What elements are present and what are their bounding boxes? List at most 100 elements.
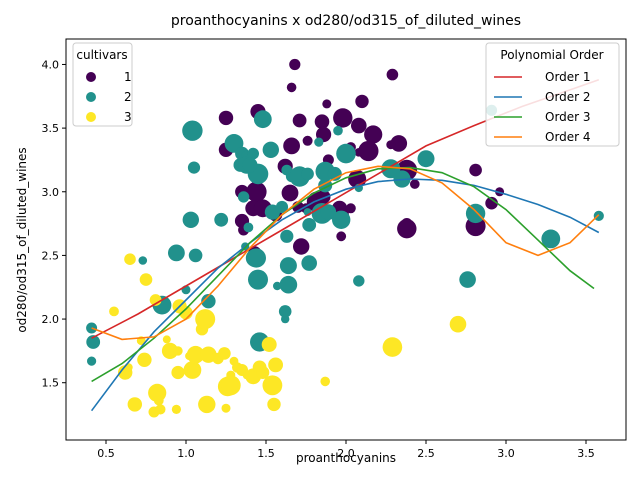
- point-cultivar-2: [280, 229, 294, 243]
- point-cultivar-3: [198, 395, 216, 414]
- point-cultivar-1: [289, 58, 301, 71]
- point-cultivar-2: [333, 125, 343, 136]
- point-cultivar-3: [171, 365, 185, 380]
- x-tick-label: 2.5: [417, 447, 435, 460]
- point-cultivar-2: [279, 257, 297, 275]
- point-cultivar-1: [281, 184, 299, 202]
- point-cultivar-3: [155, 404, 166, 415]
- point-cultivar-3: [449, 315, 467, 333]
- point-cultivar-1: [314, 114, 330, 129]
- polynomial-order-legend-title: Polynomial Order: [500, 48, 603, 62]
- point-cultivar-2: [253, 110, 272, 129]
- point-cultivar-2: [302, 218, 317, 232]
- point-cultivar-3: [382, 337, 403, 357]
- point-cultivar-2: [336, 143, 356, 164]
- point-cultivar-3: [171, 404, 181, 414]
- point-cultivar-2: [301, 255, 318, 271]
- y-tick-label: 2.0: [42, 313, 60, 326]
- point-cultivar-2: [86, 335, 101, 349]
- point-cultivar-1: [351, 117, 367, 134]
- point-cultivar-2: [459, 271, 476, 288]
- polynomial-order-legend-entries: Order 1 Order 2 Order 3 Order 4: [494, 70, 591, 144]
- point-cultivar-1: [358, 140, 379, 162]
- point-cultivar-3: [256, 366, 270, 379]
- point-cultivar-2: [242, 157, 258, 173]
- point-cultivar-1: [302, 135, 313, 146]
- point-cultivar-2: [182, 120, 203, 141]
- cultivars-legend: cultivars 1 2 3: [72, 42, 133, 127]
- point-cultivar-3: [261, 337, 277, 352]
- x-tick-label: 3.5: [577, 447, 595, 460]
- point-cultivar-1: [218, 110, 234, 126]
- cultivars-legend-title: cultivars: [76, 48, 127, 62]
- point-cultivar-3: [162, 335, 171, 344]
- point-cultivar-3: [173, 346, 183, 356]
- point-cultivar-2: [320, 204, 337, 220]
- y-tick-label: 3.0: [42, 186, 60, 199]
- polynomial-order-legend-label: Order 2: [545, 90, 591, 104]
- y-tick-label: 4.0: [42, 58, 60, 71]
- point-cultivar-3: [186, 345, 205, 364]
- point-cultivar-3: [218, 347, 231, 360]
- chart-title: proanthocyanins x od280/od315_of_diluted…: [171, 13, 521, 29]
- point-cultivar-1: [469, 163, 482, 177]
- y-axis-label: od280/od315_of_diluted_wines: [15, 147, 29, 332]
- point-cultivar-3: [220, 375, 241, 396]
- point-cultivar-3: [149, 294, 162, 306]
- cultivars-legend-marker: [86, 112, 96, 122]
- point-cultivar-2: [248, 269, 268, 290]
- point-cultivar-2: [279, 275, 298, 294]
- point-cultivar-2: [214, 212, 229, 227]
- polynomial-order-legend-box: [485, 42, 620, 147]
- point-cultivar-3: [262, 375, 283, 396]
- point-cultivar-1: [292, 113, 307, 128]
- polynomial-order-legend-label: Order 3: [545, 110, 591, 124]
- fit-line-order-2: [90, 178, 600, 412]
- point-cultivar-1: [246, 181, 267, 202]
- point-cultivar-3: [109, 306, 119, 317]
- polynomial-order-legend-label: Order 1: [545, 70, 591, 84]
- point-cultivar-1: [386, 140, 396, 150]
- point-cultivar-2: [138, 256, 148, 265]
- point-cultivar-1: [316, 190, 331, 204]
- y-tick-label: 3.5: [42, 122, 60, 135]
- point-cultivar-3: [267, 397, 281, 412]
- point-cultivar-1: [286, 82, 297, 93]
- cultivars-legend-box: [72, 42, 133, 127]
- point-cultivar-2: [301, 167, 314, 181]
- point-cultivar-3: [153, 395, 164, 406]
- point-cultivar-2: [188, 248, 203, 263]
- point-cultivar-3: [268, 357, 283, 373]
- point-cultivar-1: [336, 231, 347, 242]
- point-cultivar-3: [127, 397, 142, 412]
- point-cultivar-3: [137, 352, 152, 367]
- y-tick-label: 2.5: [42, 249, 60, 262]
- point-cultivar-2: [417, 150, 435, 168]
- point-cultivar-1: [364, 125, 383, 144]
- point-cultivar-2: [168, 244, 185, 262]
- point-cultivar-1: [485, 196, 498, 210]
- point-cultivar-2: [278, 305, 292, 318]
- y-tick-label: 1.5: [42, 377, 60, 390]
- point-cultivar-3: [139, 273, 153, 286]
- cultivars-legend-label: 2: [124, 90, 132, 104]
- point-cultivar-1: [345, 203, 356, 214]
- x-tick-label: 1.0: [177, 447, 195, 460]
- point-cultivar-3: [187, 364, 201, 379]
- point-cultivar-2: [273, 281, 282, 291]
- point-cultivar-1: [355, 94, 369, 109]
- point-cultivar-1: [410, 179, 420, 189]
- point-cultivar-2: [187, 161, 201, 174]
- point-cultivar-2: [262, 141, 279, 158]
- x-axis-ticks: 0.5 1.0 1.5 2.0 2.5 3.0 3.5: [97, 440, 595, 460]
- point-cultivar-3: [221, 403, 231, 413]
- point-cultivar-1: [293, 238, 310, 255]
- point-cultivar-1: [386, 68, 399, 81]
- point-cultivar-2: [243, 222, 254, 233]
- point-cultivar-1: [333, 108, 353, 128]
- cultivars-legend-marker: [86, 92, 96, 102]
- point-cultivar-3: [161, 342, 179, 359]
